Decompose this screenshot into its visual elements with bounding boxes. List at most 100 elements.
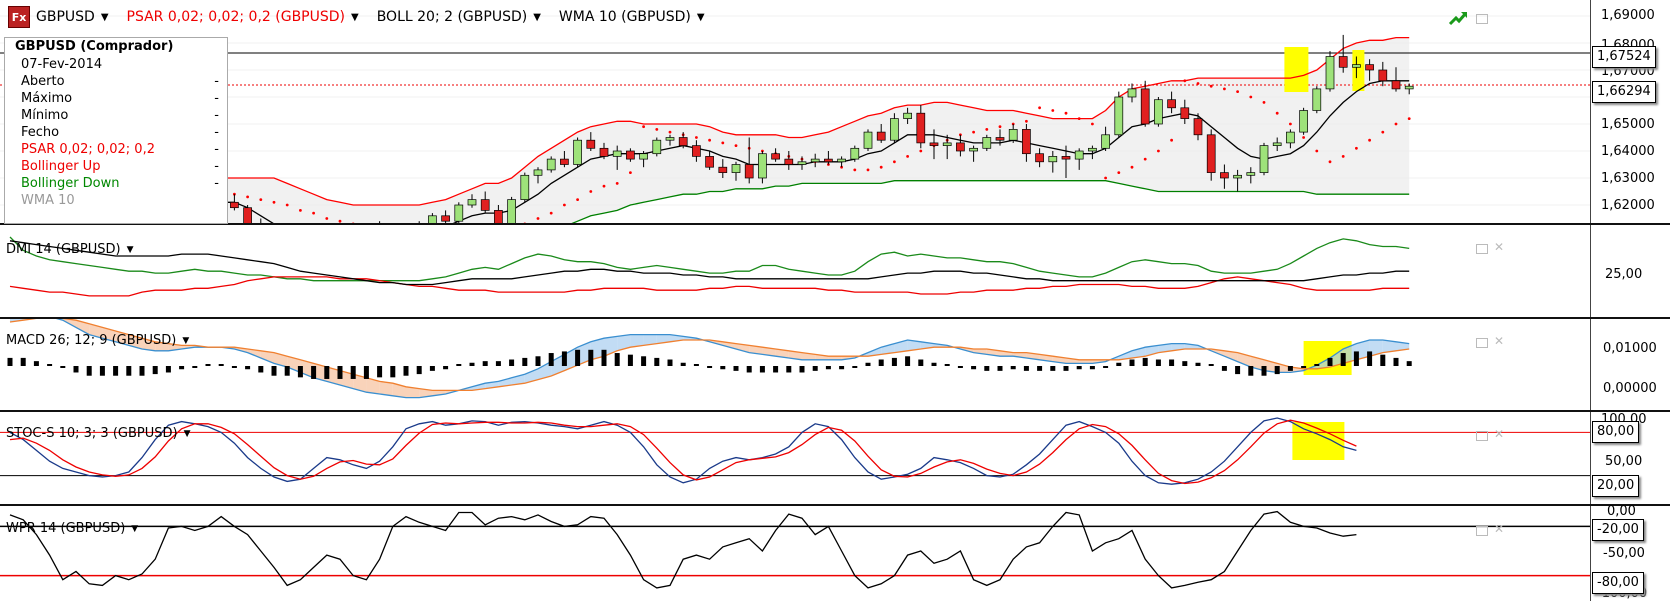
- macd-signal-line: [9, 319, 1410, 392]
- dmi-indicator-menu[interactable]: DMI 14 (GBPUSD) ▼: [6, 242, 134, 257]
- close-icon[interactable]: ✕: [1494, 334, 1505, 348]
- macd-chart[interactable]: [0, 319, 1590, 410]
- pane-divider[interactable]: [0, 504, 1670, 506]
- pane-divider[interactable]: [0, 223, 1670, 225]
- candle-body: [692, 145, 701, 157]
- candle-body: [1008, 129, 1018, 141]
- candle-body: [678, 137, 688, 146]
- info-row-close: Fecho -: [21, 125, 219, 140]
- close-icon[interactable]: ✕: [1494, 427, 1505, 441]
- stoch-pane[interactable]: [0, 412, 1590, 504]
- macd-histogram-bar: [311, 366, 317, 379]
- macd-histogram-bar: [165, 366, 171, 373]
- pane-divider[interactable]: [0, 410, 1670, 412]
- macd-histogram-bar: [627, 354, 633, 366]
- psar-dot: [352, 222, 355, 223]
- psar-label: PSAR 0,02; 0,02; 0,2 (GBPUSD): [126, 9, 345, 25]
- highlight-box: [1292, 422, 1345, 460]
- candle-body: [1101, 134, 1110, 149]
- pane-maximize-icon[interactable]: [1476, 14, 1488, 24]
- macd-fill: [1237, 352, 1251, 367]
- macd-histogram-bar: [284, 366, 290, 376]
- macd-histogram-bar: [509, 359, 515, 366]
- psar-dot: [734, 144, 738, 148]
- dmi-axis[interactable]: 25,00: [1590, 225, 1670, 317]
- macd-histogram-bar: [1393, 357, 1399, 366]
- pane-maximize-icon[interactable]: [1476, 338, 1488, 348]
- macd-histogram-bar: [1248, 366, 1254, 376]
- macd-histogram-bar: [1221, 366, 1227, 371]
- symbol-selector[interactable]: GBPUSD ▼: [36, 9, 109, 25]
- macd-indicator-menu[interactable]: MACD 26; 12; 9 (GBPUSD) ▼: [6, 333, 189, 348]
- price-pane[interactable]: [0, 0, 1590, 223]
- psar-dot: [629, 171, 632, 175]
- macd-histogram-bar: [812, 366, 818, 371]
- candle-body: [1048, 156, 1058, 163]
- pane-maximize-icon[interactable]: [1476, 244, 1488, 254]
- info-row-open: Aberto -: [21, 74, 219, 89]
- wpr-indicator-menu[interactable]: WPR 14 (GBPUSD) ▼: [6, 521, 138, 536]
- stoch-indicator-menu[interactable]: STOC-S 10; 3; 3 (GBPUSD) ▼: [6, 426, 191, 441]
- macd-fill: [749, 345, 763, 355]
- macd-fill: [630, 334, 644, 348]
- adx-line: [9, 240, 1410, 286]
- close-icon[interactable]: ✕: [1494, 522, 1505, 536]
- macd-histogram-bar: [1129, 359, 1135, 366]
- macd-histogram-bar: [878, 359, 884, 366]
- macd-fill: [643, 334, 657, 346]
- macd-fill: [1118, 350, 1132, 360]
- info-row-boll-up: Bollinger Up -: [21, 159, 219, 174]
- macd-pane[interactable]: [0, 319, 1590, 410]
- wpr-pane[interactable]: [0, 506, 1590, 601]
- macd-histogram-bar: [1195, 362, 1201, 366]
- candle-body: [1365, 64, 1374, 71]
- info-row-low: Mínimo -: [21, 108, 219, 123]
- price-axis[interactable]: 1,69000 1,68000 1,67000 1,65000 1,64000 …: [1590, 0, 1670, 223]
- wma-indicator-menu[interactable]: WMA 10 (GBPUSD) ▼: [559, 9, 705, 25]
- macd-fill: [128, 334, 142, 349]
- candle-body: [546, 158, 556, 171]
- psar-dot: [1355, 146, 1358, 150]
- macd-histogram-bar: [152, 366, 158, 375]
- dmi-chart[interactable]: [0, 225, 1590, 317]
- macd-histogram-bar: [297, 366, 303, 378]
- info-row-wma: WMA 10: [21, 193, 75, 208]
- macd-fill: [1330, 349, 1344, 367]
- macd-fill: [498, 377, 512, 387]
- close-icon[interactable]: ✕: [1494, 240, 1505, 254]
- candle-body: [956, 142, 965, 152]
- candle-body: [1088, 147, 1097, 152]
- candle-body: [876, 131, 886, 141]
- macd-histogram-bar: [390, 366, 396, 378]
- macd-histogram-bar: [258, 366, 264, 373]
- dmi-pane[interactable]: [0, 225, 1590, 317]
- macd-histogram-bar: [522, 357, 528, 366]
- pane-maximize-icon[interactable]: [1476, 431, 1488, 441]
- psar-indicator-menu[interactable]: PSAR 0,02; 0,02; 0,2 (GBPUSD) ▼: [127, 9, 359, 25]
- macd-fill: [1290, 367, 1304, 373]
- macd-fill: [458, 386, 472, 391]
- boll-indicator-menu[interactable]: BOLL 20; 2 (GBPUSD) ▼: [377, 9, 541, 25]
- macd-axis[interactable]: 0,01000 0,00000: [1590, 319, 1670, 410]
- macd-histogram-bar: [561, 351, 567, 366]
- macd-histogram-bar: [192, 366, 198, 368]
- macd-fill: [524, 368, 538, 384]
- wma-label: WMA 10 (GBPUSD): [558, 9, 691, 25]
- macd-histogram-bar: [852, 366, 858, 368]
- stoch-chart[interactable]: [0, 412, 1590, 504]
- pane-divider[interactable]: [0, 317, 1670, 319]
- pane-maximize-icon[interactable]: [1476, 526, 1488, 536]
- macd-fill: [1396, 341, 1410, 351]
- psar-dot: [1130, 165, 1134, 169]
- candle-body: [1272, 142, 1282, 146]
- wpr-chart[interactable]: [0, 506, 1590, 601]
- price-chart[interactable]: [0, 0, 1590, 223]
- trend-up-icon[interactable]: [1448, 10, 1468, 26]
- macd-histogram-bar: [7, 357, 13, 366]
- macd-histogram-bar: [1155, 359, 1161, 366]
- macd-fill: [828, 356, 842, 360]
- macd-histogram-bar: [416, 366, 422, 375]
- psar-dot: [906, 155, 909, 158]
- macd-fill: [1224, 350, 1238, 362]
- macd-fill: [366, 377, 380, 394]
